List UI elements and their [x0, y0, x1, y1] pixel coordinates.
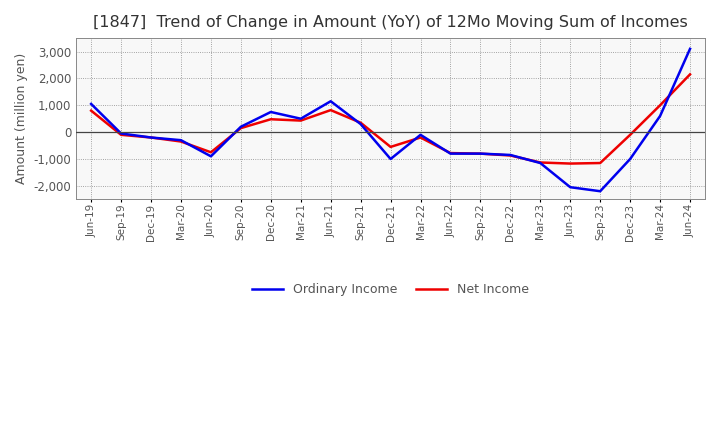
Net Income	[117, 132, 125, 137]
Net Income	[596, 161, 605, 166]
Ordinary Income	[356, 121, 365, 127]
Net Income	[326, 107, 335, 113]
Net Income	[356, 120, 365, 125]
Ordinary Income	[266, 110, 275, 115]
Ordinary Income	[596, 189, 605, 194]
Net Income	[656, 103, 665, 108]
Net Income	[506, 153, 515, 158]
Ordinary Income	[207, 154, 215, 159]
Net Income	[237, 125, 246, 131]
Ordinary Income	[506, 152, 515, 158]
Legend: Ordinary Income, Net Income: Ordinary Income, Net Income	[247, 278, 534, 301]
Net Income	[626, 132, 634, 137]
Ordinary Income	[685, 46, 694, 51]
Net Income	[386, 144, 395, 150]
Net Income	[446, 150, 455, 156]
Ordinary Income	[326, 99, 335, 104]
Net Income	[147, 135, 156, 140]
Net Income	[266, 117, 275, 122]
Net Income	[297, 118, 305, 123]
Net Income	[566, 161, 575, 166]
Ordinary Income	[626, 156, 634, 161]
Net Income	[476, 151, 485, 156]
Net Income	[87, 108, 96, 113]
Line: Ordinary Income: Ordinary Income	[91, 49, 690, 191]
Ordinary Income	[297, 116, 305, 121]
Line: Net Income: Net Income	[91, 74, 690, 164]
Ordinary Income	[117, 131, 125, 136]
Ordinary Income	[386, 156, 395, 161]
Net Income	[416, 135, 425, 140]
Net Income	[685, 72, 694, 77]
Ordinary Income	[416, 132, 425, 137]
Net Income	[207, 150, 215, 155]
Ordinary Income	[237, 124, 246, 129]
Ordinary Income	[446, 151, 455, 156]
Y-axis label: Amount (million yen): Amount (million yen)	[15, 53, 28, 184]
Ordinary Income	[566, 184, 575, 190]
Ordinary Income	[476, 151, 485, 156]
Ordinary Income	[536, 161, 544, 166]
Net Income	[176, 139, 185, 144]
Ordinary Income	[176, 138, 185, 143]
Title: [1847]  Trend of Change in Amount (YoY) of 12Mo Moving Sum of Incomes: [1847] Trend of Change in Amount (YoY) o…	[93, 15, 688, 30]
Ordinary Income	[656, 114, 665, 119]
Net Income	[536, 160, 544, 165]
Ordinary Income	[147, 135, 156, 140]
Ordinary Income	[87, 101, 96, 106]
